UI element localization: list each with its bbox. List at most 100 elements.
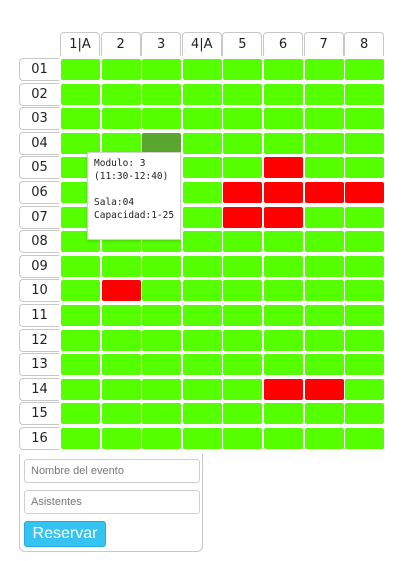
- schedule-cell-available[interactable]: [264, 305, 303, 326]
- schedule-cell-available[interactable]: [182, 59, 222, 80]
- schedule-cell-reserved[interactable]: [223, 182, 263, 203]
- schedule-cell-available[interactable]: [61, 378, 100, 400]
- schedule-cell-available[interactable]: [345, 157, 385, 179]
- schedule-cell-available[interactable]: [101, 108, 141, 130]
- schedule-cell-available[interactable]: [61, 255, 100, 277]
- schedule-cell-available[interactable]: [223, 132, 263, 154]
- schedule-cell-available[interactable]: [182, 157, 222, 179]
- schedule-cell-available[interactable]: [182, 280, 222, 302]
- schedule-cell-available[interactable]: [264, 132, 303, 154]
- schedule-cell-available[interactable]: [182, 329, 222, 351]
- schedule-cell-available[interactable]: [264, 354, 303, 376]
- schedule-cell-reserved[interactable]: [304, 182, 344, 203]
- schedule-cell-available[interactable]: [264, 428, 303, 449]
- schedule-cell-available[interactable]: [101, 354, 141, 376]
- schedule-cell-available[interactable]: [142, 83, 182, 105]
- schedule-cell-available[interactable]: [61, 403, 100, 425]
- schedule-cell-available[interactable]: [182, 378, 222, 400]
- schedule-cell-available[interactable]: [223, 83, 263, 105]
- schedule-cell-available[interactable]: [345, 280, 385, 302]
- schedule-cell-available[interactable]: [345, 59, 385, 80]
- schedule-cell-available[interactable]: [101, 403, 141, 425]
- schedule-cell-available[interactable]: [182, 231, 222, 253]
- schedule-cell-available[interactable]: [345, 132, 385, 154]
- schedule-cell-available[interactable]: [345, 403, 385, 425]
- schedule-cell-available[interactable]: [345, 108, 385, 130]
- schedule-cell-available[interactable]: [223, 329, 263, 351]
- schedule-cell-available[interactable]: [304, 206, 344, 228]
- schedule-cell-available[interactable]: [264, 108, 303, 130]
- schedule-cell-available[interactable]: [304, 255, 344, 277]
- schedule-cell-available[interactable]: [345, 305, 385, 326]
- schedule-cell-available[interactable]: [304, 354, 344, 376]
- schedule-cell-available[interactable]: [264, 255, 303, 277]
- schedule-cell-available[interactable]: [223, 378, 263, 400]
- schedule-cell-available[interactable]: [182, 255, 222, 277]
- schedule-cell-available[interactable]: [142, 403, 182, 425]
- schedule-cell-available[interactable]: [304, 157, 344, 179]
- schedule-cell-available[interactable]: [61, 354, 100, 376]
- schedule-cell-available[interactable]: [101, 329, 141, 351]
- schedule-cell-available[interactable]: [223, 231, 263, 253]
- schedule-cell-available[interactable]: [101, 378, 141, 400]
- schedule-cell-available[interactable]: [345, 206, 385, 228]
- schedule-cell-available[interactable]: [223, 255, 263, 277]
- schedule-cell-available[interactable]: [61, 329, 100, 351]
- schedule-cell-available[interactable]: [345, 329, 385, 351]
- reserve-button[interactable]: Reservar: [24, 521, 106, 547]
- schedule-cell-available[interactable]: [61, 108, 100, 130]
- schedule-cell-available[interactable]: [223, 305, 263, 326]
- schedule-cell-available[interactable]: [142, 354, 182, 376]
- schedule-cell-available[interactable]: [142, 329, 182, 351]
- schedule-cell-available[interactable]: [223, 108, 263, 130]
- schedule-cell-available[interactable]: [142, 59, 182, 80]
- schedule-cell-available[interactable]: [345, 255, 385, 277]
- schedule-cell-available[interactable]: [182, 354, 222, 376]
- schedule-cell-available[interactable]: [223, 403, 263, 425]
- schedule-cell-available[interactable]: [304, 403, 344, 425]
- schedule-cell-reserved[interactable]: [264, 182, 303, 203]
- schedule-cell-available[interactable]: [223, 354, 263, 376]
- schedule-cell-available[interactable]: [304, 428, 344, 449]
- schedule-cell-available[interactable]: [304, 59, 344, 80]
- schedule-cell-reserved[interactable]: [264, 157, 303, 179]
- schedule-cell-available[interactable]: [61, 132, 100, 154]
- schedule-cell-available[interactable]: [61, 428, 100, 449]
- schedule-cell-available[interactable]: [304, 83, 344, 105]
- schedule-cell-available[interactable]: [264, 83, 303, 105]
- schedule-cell-selected[interactable]: [142, 132, 182, 154]
- schedule-cell-available[interactable]: [61, 305, 100, 326]
- schedule-cell-reserved[interactable]: [223, 206, 263, 228]
- schedule-cell-available[interactable]: [304, 231, 344, 253]
- schedule-cell-available[interactable]: [101, 132, 141, 154]
- schedule-cell-available[interactable]: [101, 428, 141, 449]
- schedule-cell-available[interactable]: [182, 108, 222, 130]
- event-name-input[interactable]: [24, 459, 200, 483]
- schedule-cell-available[interactable]: [345, 354, 385, 376]
- schedule-cell-available[interactable]: [345, 428, 385, 449]
- schedule-cell-available[interactable]: [264, 59, 303, 80]
- schedule-cell-available[interactable]: [304, 305, 344, 326]
- schedule-cell-available[interactable]: [182, 428, 222, 449]
- schedule-cell-available[interactable]: [61, 59, 100, 80]
- schedule-cell-available[interactable]: [182, 83, 222, 105]
- schedule-cell-available[interactable]: [142, 378, 182, 400]
- schedule-cell-available[interactable]: [182, 403, 222, 425]
- schedule-cell-available[interactable]: [61, 280, 100, 302]
- schedule-cell-reserved[interactable]: [264, 378, 303, 400]
- schedule-cell-available[interactable]: [223, 280, 263, 302]
- schedule-cell-reserved[interactable]: [101, 280, 141, 302]
- schedule-cell-available[interactable]: [101, 83, 141, 105]
- schedule-cell-available[interactable]: [101, 59, 141, 80]
- schedule-cell-available[interactable]: [142, 280, 182, 302]
- schedule-cell-available[interactable]: [304, 280, 344, 302]
- schedule-cell-reserved[interactable]: [345, 182, 385, 203]
- schedule-cell-available[interactable]: [345, 83, 385, 105]
- schedule-cell-available[interactable]: [223, 428, 263, 449]
- schedule-cell-available[interactable]: [182, 182, 222, 203]
- schedule-cell-available[interactable]: [304, 132, 344, 154]
- schedule-cell-available[interactable]: [264, 280, 303, 302]
- schedule-cell-available[interactable]: [264, 403, 303, 425]
- schedule-cell-available[interactable]: [182, 206, 222, 228]
- schedule-cell-available[interactable]: [264, 231, 303, 253]
